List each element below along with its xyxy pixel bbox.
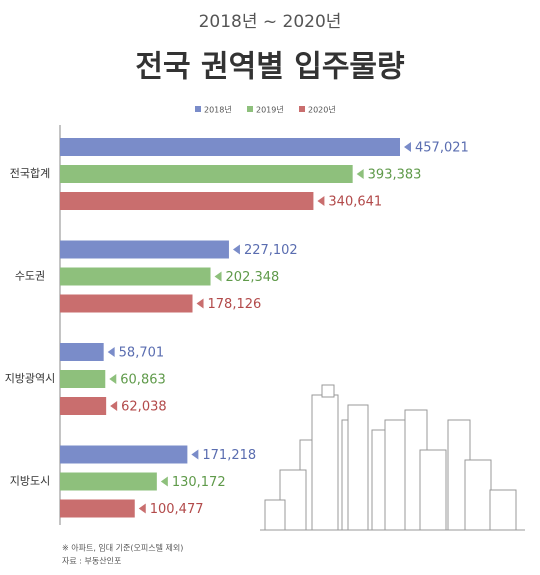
- bar: [60, 138, 400, 156]
- value-label: 100,477: [150, 502, 204, 517]
- label-pointer: [356, 169, 364, 179]
- bar: [60, 192, 314, 210]
- bar: [60, 499, 135, 518]
- bar: [60, 343, 104, 361]
- buildings-illustration: [260, 384, 525, 531]
- bar: [60, 445, 188, 464]
- label-pointer: [317, 196, 325, 206]
- bar: [60, 165, 353, 183]
- value-label: 60,863: [120, 373, 166, 388]
- footnote: ※ 아파트, 임대 기준(오피스텔 제외): [62, 543, 183, 553]
- source-note: 자료 : 부동산인포: [62, 556, 121, 566]
- label-pointer: [191, 449, 199, 460]
- label-pointer: [160, 476, 168, 487]
- label-pointer: [404, 142, 411, 152]
- legend-label: 2019년: [256, 105, 284, 115]
- label-pointer: [138, 503, 146, 514]
- category-label: 지방도시: [10, 475, 50, 488]
- value-label: 457,021: [415, 141, 469, 156]
- value-label: 62,038: [121, 400, 167, 415]
- value-label: 58,701: [119, 346, 164, 361]
- value-label: 202,348: [226, 270, 280, 285]
- bar: [60, 397, 107, 415]
- bar: [60, 267, 211, 286]
- chart-subtitle: 2018년 ~ 2020년: [199, 12, 342, 32]
- category-label: 수도권: [15, 270, 45, 283]
- legend-label: 2018년: [204, 105, 232, 115]
- value-label: 171,218: [202, 448, 256, 463]
- legend-swatch: [299, 106, 305, 112]
- legend-label: 2020년: [308, 105, 336, 115]
- label-pointer: [107, 347, 115, 357]
- legend-swatch: [195, 106, 201, 112]
- category-label: 전국합계: [10, 167, 50, 180]
- label-pointer: [110, 401, 118, 411]
- chart-title: 전국 권역별 입주물량: [135, 50, 405, 85]
- value-label: 227,102: [244, 243, 298, 258]
- label-pointer: [214, 271, 222, 282]
- value-label: 130,172: [172, 475, 226, 490]
- value-label: 178,126: [208, 297, 262, 312]
- label-pointer: [109, 374, 117, 384]
- value-label: 340,641: [328, 195, 382, 210]
- bar: [60, 370, 106, 388]
- bar: [60, 472, 157, 491]
- bar: [60, 240, 229, 259]
- value-label: 393,383: [368, 168, 422, 183]
- label-pointer: [196, 298, 204, 309]
- category-label: 지방광역시: [5, 372, 56, 385]
- label-pointer: [232, 244, 240, 255]
- legend-swatch: [247, 106, 253, 112]
- bar: [60, 294, 193, 313]
